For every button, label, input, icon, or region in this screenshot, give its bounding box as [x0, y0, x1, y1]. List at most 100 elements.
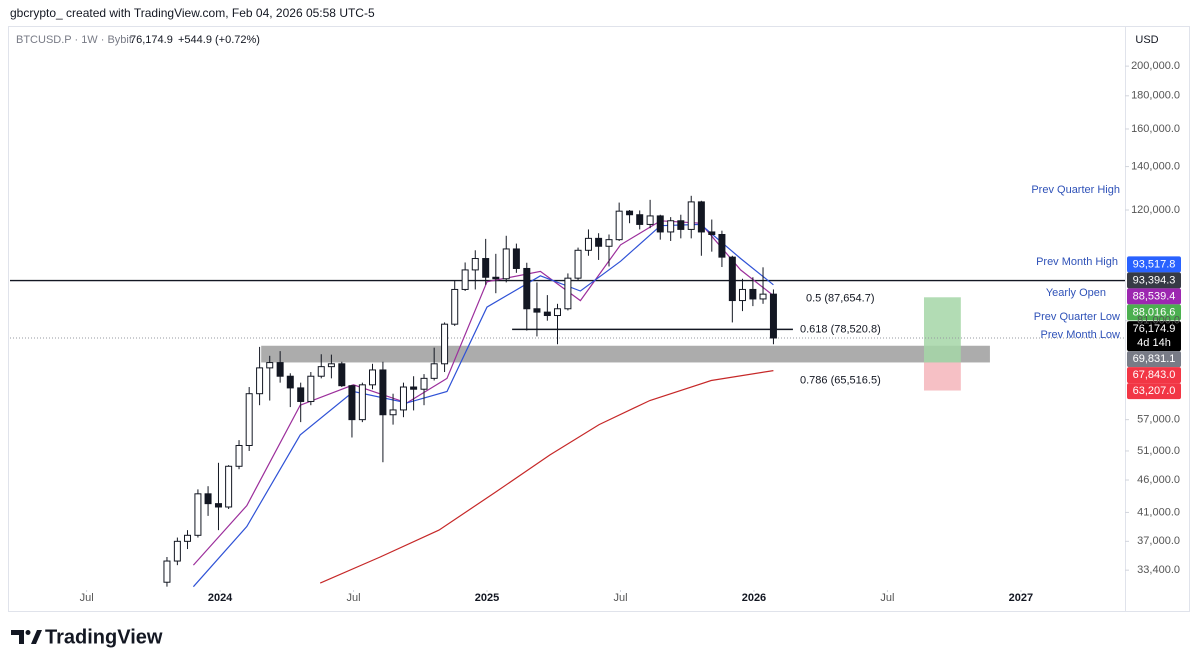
- price-label-text: 67,843.0: [1133, 369, 1176, 381]
- y-tick-label: 180,000.0: [1131, 90, 1180, 102]
- chart-frame: [8, 26, 1190, 612]
- y-tick-label: 41,000.0: [1137, 506, 1180, 518]
- level-label: Prev Month High: [1036, 256, 1118, 268]
- fib-label: 0.5 (87,654.7): [806, 292, 875, 304]
- price-label-text: 63,207.0: [1133, 385, 1176, 397]
- candle-body: [492, 276, 500, 280]
- candle-body: [379, 369, 387, 416]
- candle-body: [687, 201, 695, 230]
- candle-body: [656, 215, 664, 233]
- x-tick-label: Jul: [613, 592, 627, 604]
- change: +544.9 (+0.72%): [178, 34, 260, 46]
- price-label-text: 88,539.4: [1133, 290, 1176, 302]
- candle-body: [759, 293, 767, 300]
- overlay: 0.5 (87,654.7) 0.618 (78,520.8) 0.786 (65,…: [800, 184, 1181, 400]
- candle-body: [214, 503, 222, 508]
- candle-body: [297, 387, 305, 402]
- candle-body: [697, 201, 705, 233]
- candle-body: [338, 363, 346, 387]
- candle-body: [266, 362, 274, 369]
- candle-body: [461, 269, 469, 290]
- candle-body: [358, 384, 366, 421]
- candle-body: [749, 288, 757, 300]
- fib-label: 0.618 (78,520.8): [800, 323, 881, 335]
- y-tick-label: 120,000.0: [1131, 204, 1180, 216]
- y-tick-label: 81,000.0: [1137, 315, 1180, 327]
- candle-body: [646, 215, 654, 225]
- price-label: 76,174.9 4d 14h: [1127, 321, 1181, 352]
- zone: [261, 345, 990, 363]
- candle-body: [430, 363, 438, 379]
- candle-body: [553, 308, 561, 317]
- candle-body: [225, 465, 233, 508]
- level-label: Prev Quarter Low: [1034, 311, 1120, 323]
- price-label: 63,207.0: [1127, 383, 1181, 400]
- price-label-box: [1127, 367, 1181, 384]
- plot: [10, 195, 1125, 588]
- candle-body: [410, 386, 418, 390]
- y-tick-label: 51,000.0: [1137, 445, 1180, 457]
- candle-body: [441, 323, 449, 365]
- candle-body: [327, 363, 335, 368]
- price-label-box: [1127, 288, 1181, 305]
- candle-body: [317, 366, 325, 377]
- y-tick-label: 46,000.0: [1137, 474, 1180, 486]
- price-countdown: 4d 14h: [1137, 337, 1171, 349]
- candle-body: [399, 386, 407, 411]
- candle-body: [163, 560, 171, 583]
- candle-body: [502, 248, 510, 280]
- candle-body: [256, 367, 264, 395]
- price-label-text: 69,831.1: [1133, 353, 1176, 365]
- y-tick-label: 33,400.0: [1137, 564, 1180, 576]
- moving-average: [319, 370, 774, 584]
- moving-average: [192, 223, 774, 588]
- x-tick-label: 2026: [742, 592, 766, 604]
- candle-body: [636, 214, 644, 225]
- candle-body: [708, 231, 716, 235]
- candle-body: [286, 375, 294, 389]
- candle-body: [543, 311, 551, 317]
- candle-body: [677, 220, 685, 230]
- candle-body: [605, 239, 613, 247]
- candle-body: [533, 308, 541, 313]
- candle-body: [451, 288, 459, 325]
- price-label-text: 88,016.6: [1133, 306, 1176, 318]
- x-tick-label: 2024: [208, 592, 233, 604]
- price-label-box: [1127, 321, 1181, 352]
- candle-body: [369, 369, 377, 386]
- zone: [923, 297, 961, 363]
- y-tick-label: 160,000.0: [1131, 123, 1180, 135]
- candle-body: [245, 393, 253, 446]
- price-label: 88,016.6: [1127, 304, 1181, 321]
- candle-body: [276, 362, 284, 377]
- level-label: Prev Quarter High: [1031, 184, 1120, 196]
- candle-body: [204, 493, 212, 505]
- zone: [923, 362, 961, 391]
- attribution: gbcrypto_ created with TradingView.com, …: [10, 6, 375, 20]
- symbol: BTCUSD.P · 1W · Bybit: [16, 34, 132, 46]
- price-label-box: [1127, 256, 1181, 273]
- price-label-box: [1127, 304, 1181, 321]
- candle-body: [307, 375, 315, 402]
- candle-body: [728, 256, 736, 302]
- price-axis: 200,000.0 180,000.0 160,000.0 140,000.0 120,…: [80, 60, 1180, 604]
- x-tick-label: Jul: [347, 592, 361, 604]
- fib-label: 0.786 (65,516.5): [800, 374, 881, 386]
- candle-body: [667, 220, 675, 233]
- candle-body: [420, 377, 428, 390]
- x-tick-label: 2025: [475, 592, 499, 604]
- price-label-box: [1127, 383, 1181, 400]
- candle-body: [194, 493, 202, 536]
- candle-body: [574, 249, 582, 279]
- candle-body: [595, 237, 603, 247]
- price-label: 69,831.1: [1127, 351, 1181, 368]
- price-label: 93,394.3: [1127, 272, 1181, 289]
- price-label-text: 93,394.3: [1133, 274, 1176, 286]
- candle-body: [626, 210, 634, 216]
- candle-body: [718, 233, 726, 258]
- x-tick-label: Jul: [80, 592, 94, 604]
- candle-body: [389, 409, 397, 416]
- x-tick-label: 2027: [1009, 592, 1033, 604]
